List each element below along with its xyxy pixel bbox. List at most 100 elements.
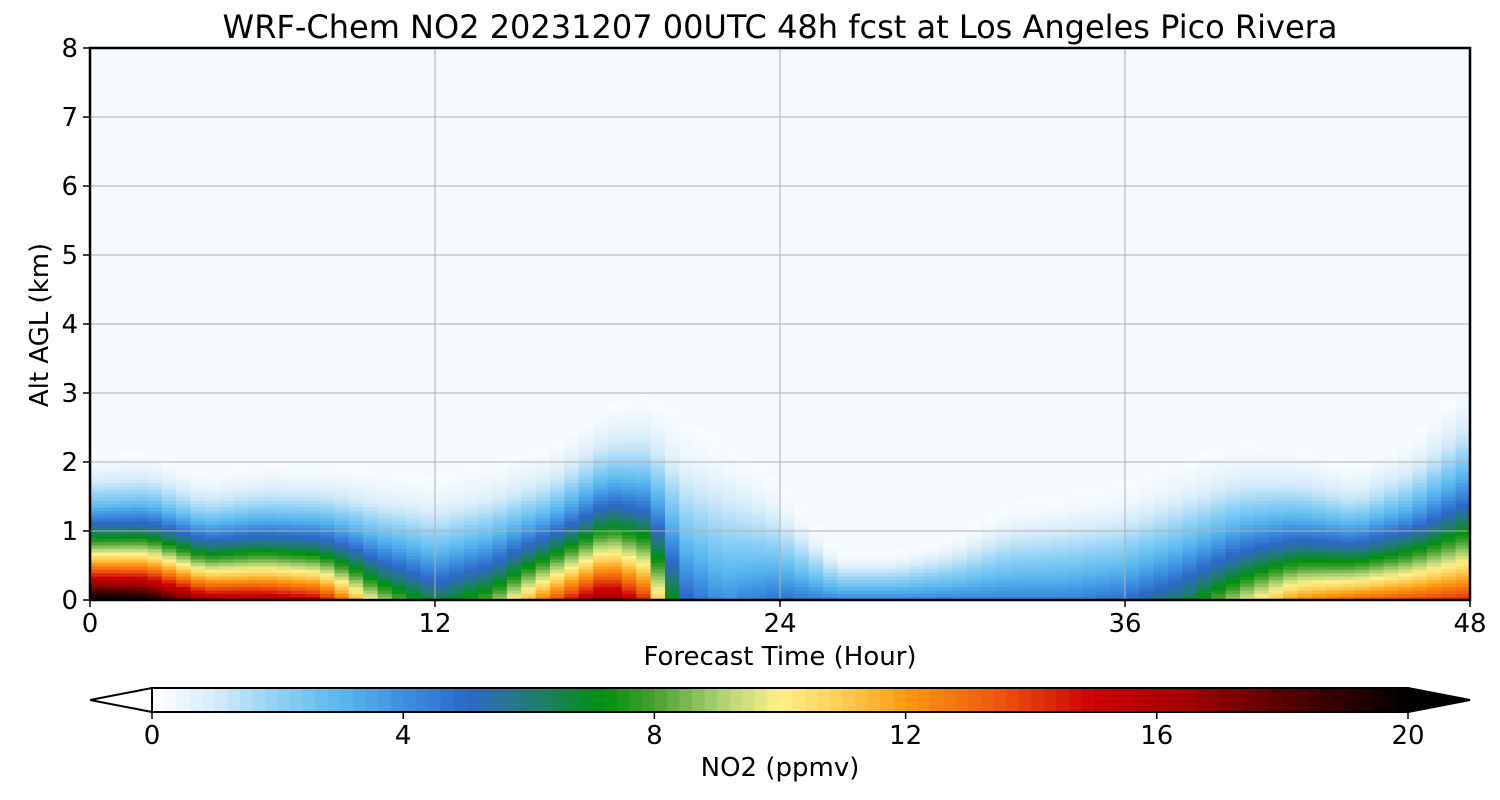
field-cell [90,493,106,498]
field-cell [406,572,422,577]
field-cell [665,582,681,587]
field-cell [1268,510,1284,515]
field-cell [650,537,666,543]
field-cell [923,586,939,591]
field-cell [1398,486,1414,491]
colorbar-cell [553,688,568,712]
field-cell [679,582,695,587]
field-cell [1383,499,1399,505]
field-cell [1441,458,1457,463]
field-cell [780,534,796,539]
field-cell [535,589,551,594]
field-cell [219,562,235,567]
field-cell [981,575,997,581]
field-cell [708,548,724,553]
field-cell [1182,548,1198,553]
field-cell [1024,582,1040,587]
field-cell [1096,548,1112,553]
field-cell [133,586,149,591]
field-cell [1182,465,1198,470]
field-cell [923,589,939,594]
field-cell [118,537,134,543]
field-cell [262,555,278,560]
field-cell [478,482,494,487]
field-cell [478,582,494,587]
field-cell [751,575,767,581]
field-cell [305,493,321,498]
field-cell [1297,458,1313,463]
field-cell [334,475,350,481]
field-cell [837,565,853,570]
field-cell [765,499,781,505]
field-cell [736,468,753,474]
field-cell [593,479,609,484]
field-cell [621,468,638,474]
field-cell [1053,527,1069,532]
field-cell [1053,513,1069,518]
field-cell [492,541,508,546]
field-cell [981,562,997,567]
field-cell [233,562,249,567]
field-cell [334,572,350,577]
field-cell [1426,589,1443,594]
field-cell [1426,496,1443,501]
field-cell [780,575,796,581]
field-cell [938,548,954,553]
field-cell [550,555,566,560]
field-cell [1211,558,1227,563]
field-cell [190,472,206,477]
field-cell [765,593,781,598]
field-cell [435,582,451,587]
field-cell [463,531,479,536]
field-cell [1254,455,1270,460]
field-cell [1240,482,1256,487]
field-cell [521,582,537,587]
field-cell [621,475,638,481]
field-cell [248,513,264,518]
field-cell [406,558,422,563]
field-cell [722,496,738,501]
field-cell [636,548,652,553]
field-cell [190,568,206,574]
field-cell [391,499,408,505]
field-cell [147,555,163,560]
colorbar-cell [491,688,505,712]
field-cell [1297,582,1313,587]
field-cell [823,558,839,563]
field-cell [449,527,465,532]
field-cell [1010,503,1026,508]
field-cell [636,424,652,429]
field-cell [391,558,408,563]
field-cell [1125,586,1141,591]
field-cell [564,558,580,563]
field-cell [320,589,336,594]
field-cell [406,579,422,584]
field-cell [621,403,638,408]
field-cell [1182,475,1198,481]
field-cell [1038,499,1054,505]
field-cell [808,537,824,543]
field-cell [377,575,393,581]
colorbar-cell [754,688,769,712]
field-cell [248,510,264,515]
field-cell [1053,541,1069,546]
field-cell [880,579,896,584]
field-cell [1426,420,1443,425]
field-cell [1426,572,1443,577]
field-cell [837,568,853,574]
field-cell [751,520,767,525]
field-cell [1340,482,1356,487]
field-cell [506,572,523,577]
field-cell [147,499,163,505]
field-cell [1369,472,1385,477]
field-cell [118,548,134,553]
field-cell [1225,589,1241,594]
field-cell [248,520,264,525]
field-cell [391,534,408,539]
field-cell [665,420,681,425]
field-cell [665,520,681,525]
field-cell [1067,548,1083,553]
field-cell [147,572,163,577]
field-cell [1398,513,1414,518]
field-cell [966,537,983,543]
